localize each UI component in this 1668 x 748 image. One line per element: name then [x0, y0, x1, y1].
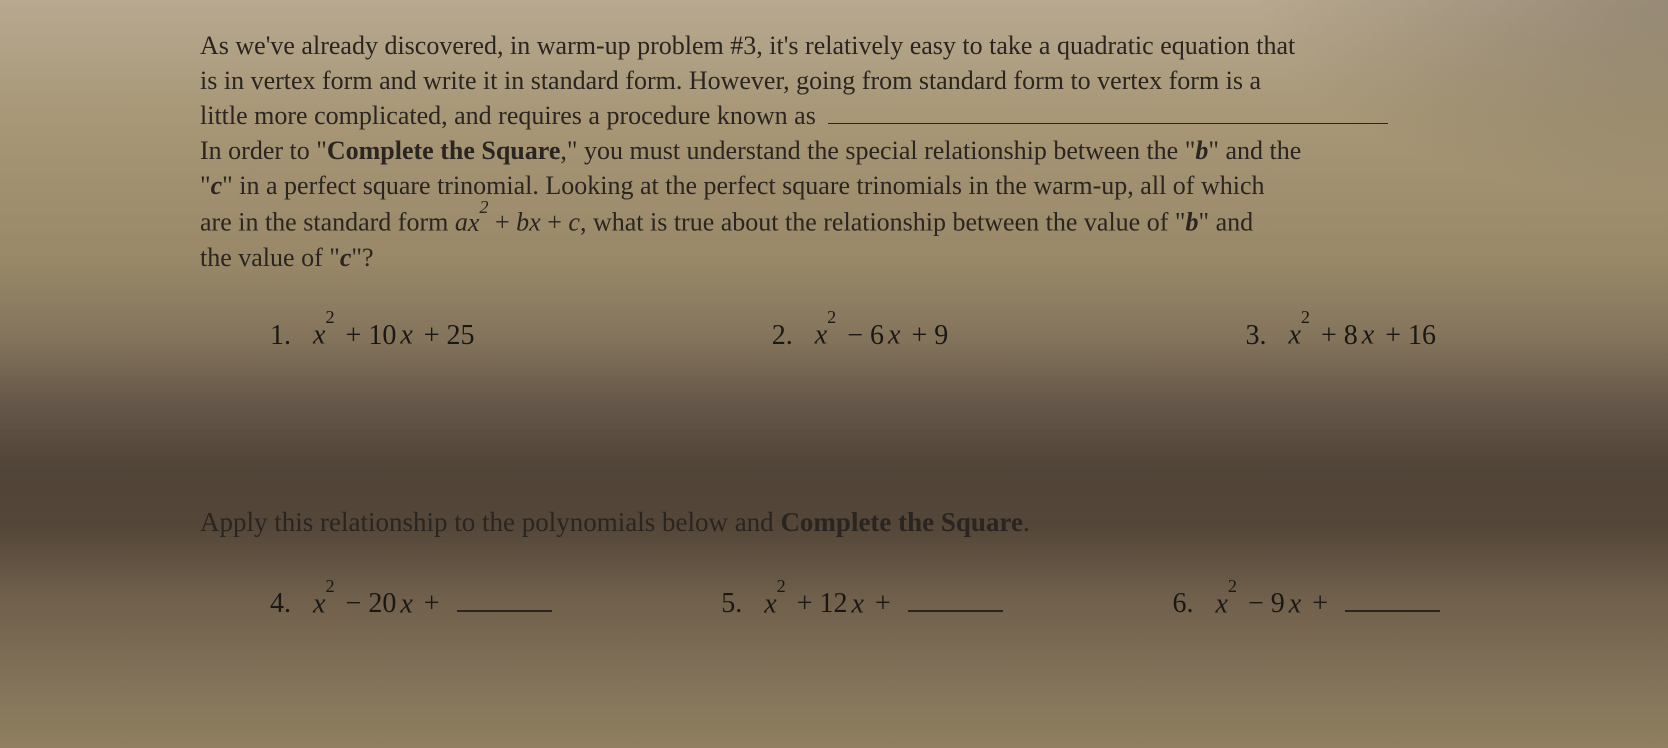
para-line4b: ," you must understand the special relat…: [560, 136, 1195, 165]
formula-x2: x2: [468, 208, 489, 237]
para-line1: As we've already discovered, in warm-up …: [200, 31, 1295, 60]
problem-number: 2.: [772, 320, 793, 352]
formula-a: a: [455, 208, 468, 237]
problem-expression: x2 − 9x +: [1215, 586, 1440, 621]
problem-expression: x2 + 10x + 25: [313, 317, 479, 351]
apply-instruction: Apply this relationship to the polynomia…: [200, 507, 1480, 538]
problem-6: 6. x2 − 9x +: [1172, 586, 1440, 621]
para-line6a: are in the standard form: [200, 208, 455, 237]
b-var-1: b: [1195, 136, 1208, 165]
problem-expression: x2 + 8x + 16: [1288, 317, 1440, 351]
intro-paragraph: As we've already discovered, in warm-up …: [200, 28, 1480, 275]
problem-3: 3. x2 + 8x + 16: [1245, 317, 1440, 351]
problem-5: 5. x2 + 12x +: [721, 586, 1003, 621]
para-line5a: ": [200, 171, 211, 200]
worksheet-page: As we've already discovered, in warm-up …: [140, 0, 1540, 660]
problem-number: 1.: [270, 320, 291, 352]
formula-x: x: [529, 208, 541, 237]
c-var-2: c: [340, 243, 352, 272]
problem-row-top: 1. x2 + 10x + 25 2. x2 − 6x + 9 3. x2 + …: [200, 317, 1480, 351]
para-line4c: " and the: [1208, 136, 1301, 165]
para-line7a: the value of ": [200, 243, 340, 272]
problem-number: 4.: [270, 588, 291, 620]
c-var-1: c: [211, 171, 223, 200]
problem-4: 4. x2 − 20x +: [270, 586, 552, 621]
formula-plus2: +: [541, 208, 569, 237]
para-line4a: In order to ": [200, 136, 327, 165]
problem-1: 1. x2 + 10x + 25: [270, 317, 479, 351]
problem-expression: x2 − 6x + 9: [815, 317, 953, 351]
para-line5b: " in a perfect square trinomial. Looking…: [222, 171, 1264, 200]
procedure-blank: [828, 98, 1388, 124]
problem-number: 3.: [1245, 320, 1266, 352]
apply-text-b: .: [1023, 507, 1030, 537]
answer-blank: [457, 586, 552, 613]
para-line7b: "?: [351, 243, 373, 272]
para-line6c: " and: [1198, 208, 1253, 237]
complete-square-bold: Complete the Square: [327, 136, 561, 165]
formula-c: c: [568, 208, 580, 237]
apply-bold: Complete the Square: [780, 507, 1023, 537]
problem-expression: x2 − 20x +: [313, 586, 552, 621]
answer-blank: [1345, 586, 1440, 613]
problem-row-bottom: 4. x2 − 20x + 5. x2 + 12x + 6. x2 − 9x +: [200, 586, 1480, 621]
formula-plus1: +: [489, 208, 517, 237]
para-line6b: , what is true about the relationship be…: [580, 208, 1186, 237]
formula-b: b: [516, 208, 529, 237]
answer-blank: [908, 586, 1003, 613]
problem-number: 6.: [1172, 588, 1193, 620]
problem-expression: x2 + 12x +: [764, 586, 1003, 621]
b-var-2: b: [1185, 208, 1198, 237]
para-line3a: little more complicated, and requires a …: [200, 101, 822, 130]
apply-text-a: Apply this relationship to the polynomia…: [200, 507, 780, 537]
para-line2: is in vertex form and write it in standa…: [200, 66, 1261, 95]
problem-number: 5.: [721, 588, 742, 620]
problem-2: 2. x2 − 6x + 9: [772, 317, 953, 351]
